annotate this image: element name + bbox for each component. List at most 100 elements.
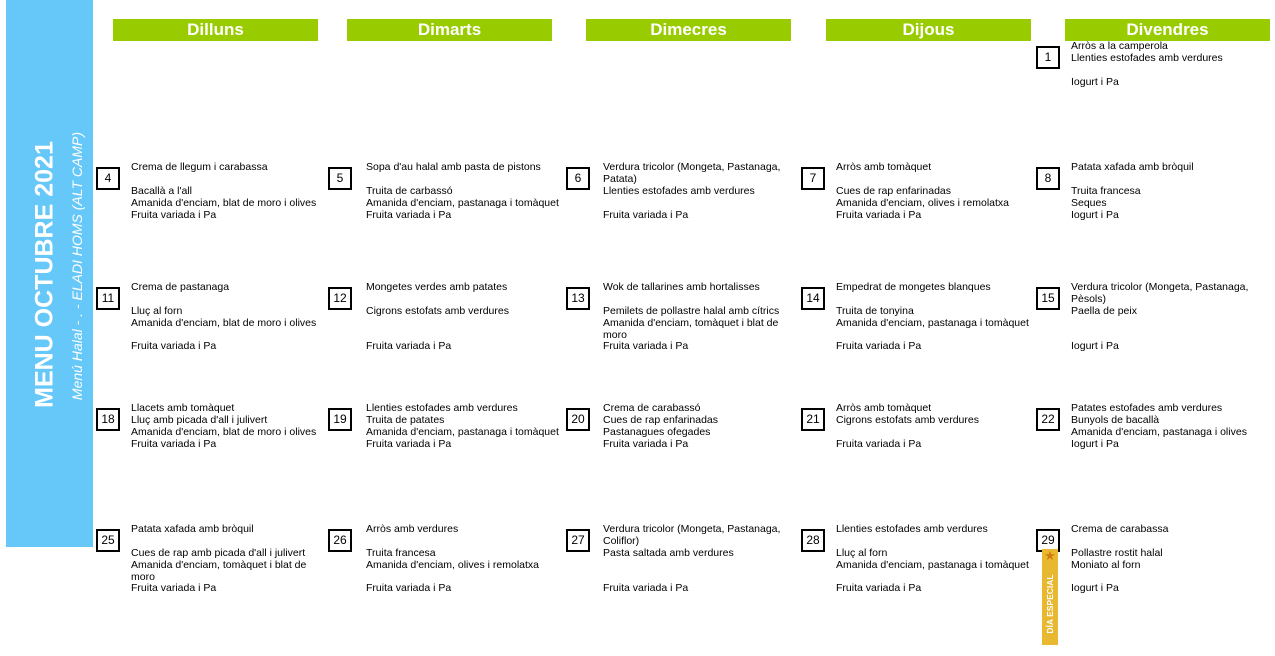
day-number: 18 [96,408,120,431]
menu-line [366,536,539,548]
menu-line: Paella de peix [1071,304,1137,317]
menu-line: Fruita variada i Pa [603,582,689,595]
menu-line: Fruita variada i Pa [603,340,689,353]
menu-line: Sopa d'au halal amb pasta de pistons [366,161,541,173]
menu-line: Pemilets de pollastre halal amb cítrics [603,304,780,317]
day-number: 27 [566,529,590,552]
day-number: 5 [328,167,352,190]
menu-line [131,174,316,186]
menu-line: Pasta saltada amb verdures [603,546,734,559]
day-number: 7 [801,167,825,190]
menu-line: Amanida d'enciam, pastanaga i tomàquet [836,558,1029,571]
menu-line: moro [603,328,627,341]
menu-line [366,294,509,306]
menu-line: Llenties estofades amb verdures [836,523,988,535]
weekday-header-friday: Divendres [1065,19,1270,41]
menu-line: Amanida d'enciam, blat de moro i olives [131,196,317,209]
menu-line: Coliflor) [603,534,640,547]
day-menu: Arròs amb tomàquet Cues de rap enfarinada… [836,161,1009,221]
menu-line: Cues de rap enfarinadas [603,413,718,426]
menu-line [366,318,509,330]
menu-line: Moniato al forn [1071,558,1141,571]
menu-line: Arròs amb tomàquet [836,402,932,414]
menu-line: Lluç amb picada d'all i julivert [131,413,268,426]
menu-line: Pastanagues ofegades [603,425,711,438]
menu-line: Patates estofades amb verdures [1071,402,1223,414]
menu-line [1071,536,1168,548]
menu-line: Truita de tonyina [836,304,914,317]
day-menu: Sopa d'au halal amb pasta de pistons Trui… [366,161,559,221]
day-number: 20 [566,408,590,431]
menu-line [836,427,979,439]
day-menu: Patates estofades amb verdures Bunyols de… [1071,402,1247,451]
weekday-header-monday: Dilluns [113,19,318,41]
menu-line: Fruita variada i Pa [131,582,217,595]
day-menu: Wok de tallarines amb hortalisses Pemilet… [603,281,780,353]
day-menu: Arròs amb tomàquet Cigrons estofats amb v… [836,402,979,451]
menu-line [366,174,559,186]
sidebar-banner: MENU OCTUBRE 2021 Menú Halal - . - ELADI… [6,0,93,547]
menu-line: Patata xafada amb bròquil [131,523,254,535]
day-menu: Patata xafada amb bròquil Truita francesa… [1071,161,1194,221]
day-menu: Llenties estofades amb verdures Truita de… [366,402,559,451]
menu-title: MENU OCTUBRE 2021 [30,141,59,408]
day-menu: Verdura tricolor (Mongeta, Pastanaga, Pès… [1071,281,1248,353]
day-number: 15 [1036,287,1060,310]
menu-line: Truita francesa [366,546,436,559]
day-number: 11 [96,287,120,310]
menu-line: Fruita variada i Pa [366,208,452,221]
menu-line: Cigrons estofats amb verdures [836,413,979,426]
menu-line: Amanida d'enciam, tomàquet i blat de [603,316,779,329]
menu-line: Iogurt i Pa [1071,340,1119,353]
day-number: 29 [1036,529,1060,552]
day-number: 26 [328,529,352,552]
menu-line: Llenties estofades amb verdures [603,184,755,197]
menu-line: Cues de rap enfarinadas [836,184,951,197]
day-menu: Empedrat de mongetes blanques Truita de t… [836,281,1029,353]
day-menu: Arròs a la camperola Llenties estofades a… [1071,40,1223,89]
menu-line: Iogurt i Pa [1071,582,1119,595]
menu-line: Amanida d'enciam, tomàquet i blat de [131,558,307,571]
day-number: 6 [566,167,590,190]
menu-line: Fruita variada i Pa [366,340,452,353]
menu-line: Llenties estofades amb verdures [1071,51,1223,64]
menu-line: Truita de carbassó [366,184,453,197]
menu-line [1071,174,1194,186]
menu-line: Pèsols) [1071,292,1107,305]
menu-line: Crema de llegum i carabassa [131,161,268,173]
day-number: 22 [1036,408,1060,431]
weekday-header-tuesday: Dimarts [347,19,552,41]
menu-line: Bacallà a l'all [131,184,192,197]
menu-line [836,174,1009,186]
menu-line: Verdura tricolor (Mongeta, Pastanaga, [603,161,781,173]
day-number: 25 [96,529,120,552]
menu-line: Lluç al forn [131,304,183,317]
menu-line: Iogurt i Pa [1071,437,1119,450]
menu-line: Amanida d'enciam, pastanaga i tomàquet [366,425,559,438]
menu-line: Arròs amb tomàquet [836,161,932,173]
menu-line: Amanida d'enciam, pastanaga i tomàquet [836,316,1029,329]
day-menu: Crema de carabassa Pollastre rostit halal… [1071,523,1168,595]
day-menu: Llacets amb tomàquet Lluç amb picada d'al… [131,402,316,451]
menu-line: Fruita variada i Pa [603,437,689,450]
special-day-label: DÍA ESPECIAL [1045,574,1055,634]
menu-line: Iogurt i Pa [1071,208,1119,221]
day-menu: Verdura tricolor (Mongeta, Pastanaga, Pat… [603,161,781,221]
menu-line: Fruita variada i Pa [366,437,452,450]
star-icon: ★ [1044,548,1056,563]
menu-line: Patata xafada amb bròquil [1071,161,1194,173]
day-number: 13 [566,287,590,310]
menu-line: Bunyols de bacallà [1071,413,1160,426]
menu-line [836,294,1029,306]
special-day-badge: ★ DÍA ESPECIAL [1042,549,1058,645]
menu-subtitle: Menú Halal - . - ELADI HOMS (ALT CAMP) [69,131,85,401]
menu-line: Cues de rap amb picada d'all i julivert [131,546,306,559]
menu-line: Amanida d'enciam, olives i remolatxa [836,196,1009,209]
menu-line: Arròs amb verdures [366,523,459,535]
day-menu: Crema de llegum i carabassa Bacallà a l'a… [131,161,317,221]
menu-line: Fruita variada i Pa [131,437,217,450]
menu-line: Amanida d'enciam, blat de moro i olives [131,316,317,329]
menu-line: Fruita variada i Pa [836,340,922,353]
menu-line: Amanida d'enciam, olives i remolatxa [366,558,539,571]
menu-line [603,560,780,572]
